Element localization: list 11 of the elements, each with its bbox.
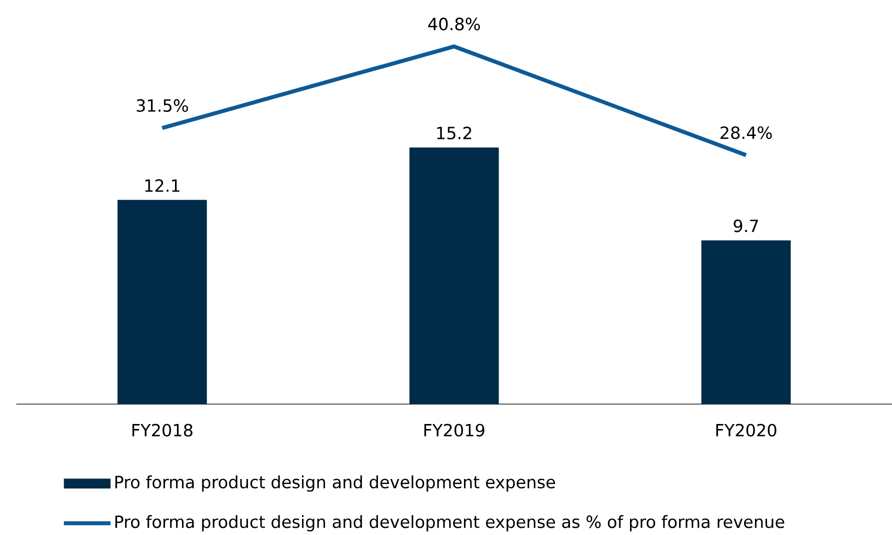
x-tick-label: FY2019 — [424, 424, 484, 436]
data-label: 40.8% — [428, 18, 480, 30]
legend-label: Pro forma product design and development expense — [115, 475, 555, 492]
data-label: 15.2 — [437, 126, 472, 140]
data-label: 31.5% — [136, 99, 188, 112]
x-tick-label: FY2020 — [716, 424, 776, 436]
data-label: 28.4% — [720, 126, 772, 139]
data-label: 9.7 — [734, 219, 758, 232]
legend-label: Pro forma product design and development expense as % of pro forma revenue — [115, 515, 784, 532]
data-label: 12.1 — [145, 179, 180, 192]
x-tick-label: FY2018 — [132, 424, 192, 436]
